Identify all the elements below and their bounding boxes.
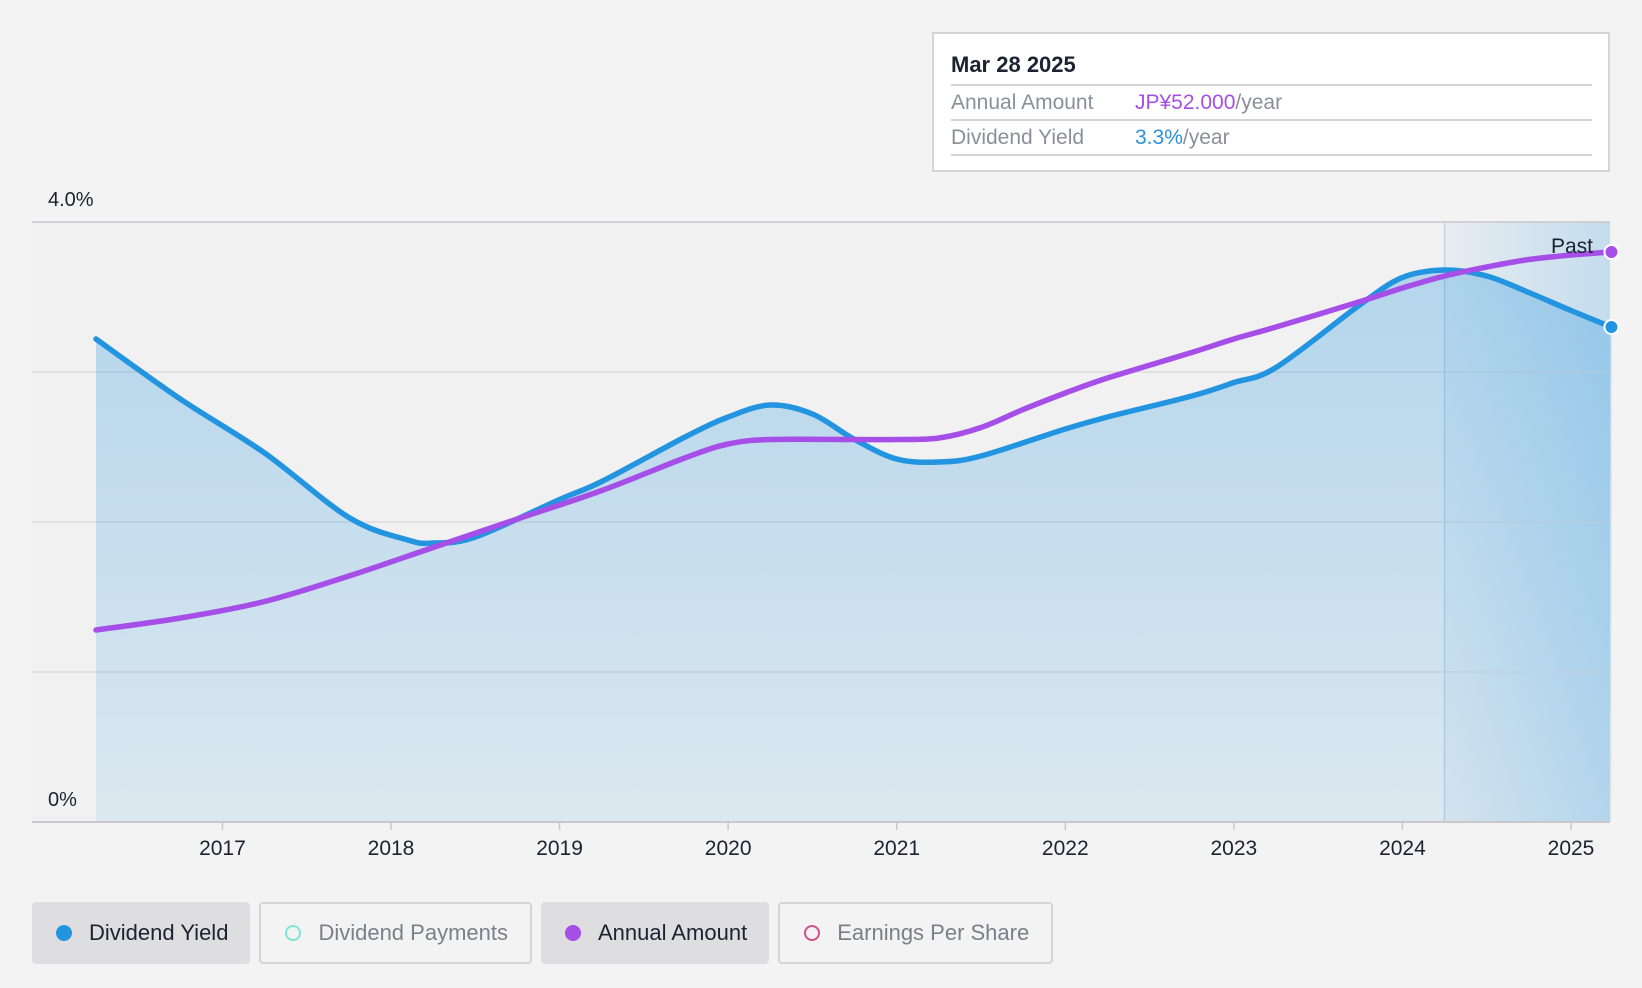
x-tick-label: 2023 (1210, 837, 1257, 860)
x-tick-label: 2020 (705, 837, 752, 860)
dividend-yield-line (93, 267, 1615, 547)
dividend-yield-end-point (1603, 319, 1620, 335)
legend-earnings-per-share-label: Earnings Per Share (837, 920, 1030, 945)
tooltip-value-annual-amount: JP¥52.000 (1135, 91, 1236, 114)
legend-dividend-payments-dot-icon (285, 925, 302, 941)
tooltip-date: Mar 28 2025 (951, 48, 1592, 86)
legend-dividend-payments-button[interactable]: Dividend Payments (259, 902, 532, 964)
tooltip-card: Mar 28 2025 Annual Amount JP¥52.000/year … (932, 32, 1610, 172)
axis-layer: 2017 2018 2019 2020 2021 2022 2023 2024 2025 4.0%… (32, 189, 1610, 860)
legend-dividend-yield-dot-icon (56, 925, 72, 941)
legend-annual-amount-button[interactable]: Annual Amount (540, 902, 770, 964)
past-label: Past (1551, 235, 1593, 258)
legend-dividend-yield-button[interactable]: Dividend Yield (32, 902, 251, 964)
area-layer (96, 269, 1612, 823)
tooltip-row-annual-amount: Annual Amount JP¥52.000/year (951, 86, 1592, 121)
tooltip-label-annual-amount: Annual Amount (951, 91, 1094, 114)
tooltip-row-dividend-yield: Dividend Yield 3.3%/year (951, 121, 1592, 156)
tooltip-suffix-dividend-yield: /year (1182, 126, 1230, 149)
tooltip-label-dividend-yield: Dividend Yield (951, 126, 1085, 149)
legend-earnings-per-share-button[interactable]: Earnings Per Share (778, 902, 1054, 964)
annual-amount-end-point (1603, 244, 1620, 260)
line-layer (93, 244, 1620, 633)
x-tick-label: 2018 (368, 837, 415, 860)
y-tick-label: 0% (48, 789, 77, 811)
tooltip-value-dividend-yield: 3.3% (1135, 126, 1183, 149)
dividend-chart: 2017 2018 2019 2020 2021 2022 2023 2024 2025 4.0%… (32, 189, 1620, 860)
chart-legend: Dividend Yield Dividend Payments Annual … (32, 902, 1054, 964)
x-tick-label: 2024 (1379, 837, 1426, 860)
legend-earnings-per-share-dot-icon (804, 925, 821, 941)
x-tick-label: 2022 (1042, 837, 1089, 860)
x-tick-label: 2025 (1548, 837, 1595, 860)
x-tick-label: 2021 (873, 837, 920, 860)
legend-annual-amount-label: Annual Amount (597, 920, 748, 945)
legend-dividend-yield-label: Dividend Yield (89, 920, 229, 945)
tooltip-suffix-annual-amount: /year (1235, 91, 1283, 114)
annual-amount-line (93, 249, 1615, 633)
y-tick-label: 4.0% (48, 189, 94, 211)
legend-dividend-payments-label: Dividend Payments (318, 920, 508, 945)
x-tick-label: 2019 (536, 837, 583, 860)
dividend-yield-area (96, 269, 1612, 823)
legend-annual-amount-dot-icon (564, 925, 581, 941)
x-tick-label: 2017 (199, 837, 246, 860)
